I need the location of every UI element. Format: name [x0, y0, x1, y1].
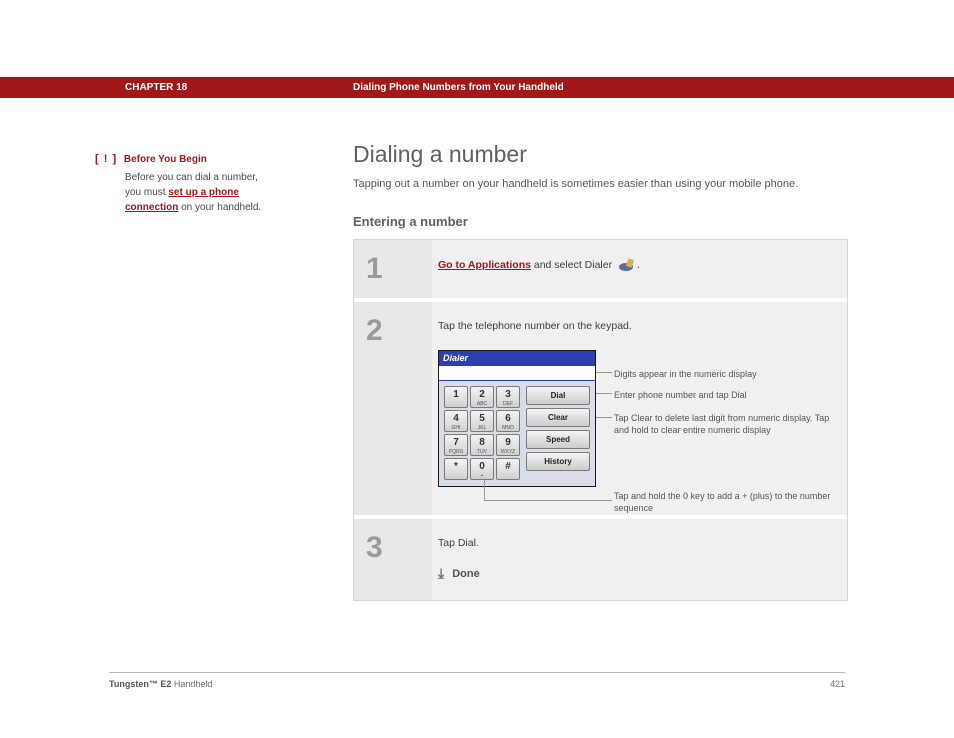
callout-line: [596, 417, 612, 418]
step-row: 3 Tap Dial. ⤓ Done: [354, 519, 847, 600]
page-footer: Tungsten™ E2 Handheld 421: [109, 672, 845, 689]
page-title: Dialing a number: [353, 141, 848, 168]
key-2[interactable]: 2ABC: [470, 386, 494, 408]
step-row: 2 Tap the telephone number on the keypad…: [354, 302, 847, 519]
step-number: 3: [366, 531, 432, 565]
step-body: Tap Dial. ⤓ Done: [432, 519, 847, 600]
dialer-body: 1 2ABC 3DEF 4GHI 5JKL 6MNO 7PQRS 8TUV 9W…: [439, 381, 595, 486]
step-number-cell: 3: [354, 519, 432, 600]
side-buttons: Dial Clear Speed History: [526, 386, 590, 480]
step2-text: Tap the telephone number on the keypad.: [438, 320, 833, 332]
dialer-window: Dialer 1 2ABC 3DEF 4GHI 5JKL 6MNO 7PQRS: [438, 350, 596, 487]
keypad: 1 2ABC 3DEF 4GHI 5JKL 6MNO 7PQRS 8TUV 9W…: [444, 386, 520, 480]
main-content: Dialing a number Tapping out a number on…: [353, 141, 848, 601]
key-1[interactable]: 1: [444, 386, 468, 408]
go-to-applications-link[interactable]: Go to Applications: [438, 259, 531, 271]
section-heading: Entering a number: [353, 214, 848, 229]
dialer-app-icon: [617, 258, 635, 272]
product-name: Tungsten™ E2 Handheld: [109, 679, 212, 689]
history-button[interactable]: History: [526, 452, 590, 471]
done-label: Done: [452, 568, 480, 580]
step-number: 2: [366, 314, 432, 348]
done-arrow-icon: ⤓: [438, 565, 444, 582]
alert-icon: [ ! ]: [95, 151, 117, 168]
speed-button[interactable]: Speed: [526, 430, 590, 449]
key-9[interactable]: 9WXYZ: [496, 434, 520, 456]
clear-button[interactable]: Clear: [526, 408, 590, 427]
product-rest: Handheld: [171, 679, 212, 689]
product-bold: Tungsten™ E2: [109, 679, 171, 689]
dialer-numeric-display: [439, 365, 595, 381]
key-6[interactable]: 6MNO: [496, 410, 520, 432]
sidebar-body: Before you can dial a number, you must s…: [125, 170, 273, 215]
step-number-cell: 2: [354, 302, 432, 515]
step-body: Go to Applications and select Dialer .: [432, 240, 847, 298]
key-5[interactable]: 5JKL: [470, 410, 494, 432]
before-you-begin-heading: Before You Begin: [124, 154, 207, 165]
key-3[interactable]: 3DEF: [496, 386, 520, 408]
step3-text: Tap Dial.: [438, 537, 833, 549]
key-4[interactable]: 4GHI: [444, 410, 468, 432]
header-band: CHAPTER 18 Dialing Phone Numbers from Yo…: [0, 77, 954, 98]
done-row: ⤓ Done: [438, 565, 833, 582]
callout-clear: Tap Clear to delete last digit from nume…: [614, 412, 844, 436]
dial-button[interactable]: Dial: [526, 386, 590, 405]
sidebar-note: [ ! ] Before You Begin Before you can di…: [95, 151, 273, 215]
sidebar-text-post: on your handheld.: [178, 202, 261, 213]
callout-line: [484, 500, 612, 501]
key-7[interactable]: 7PQRS: [444, 434, 468, 456]
dialer-illustration: Dialer 1 2ABC 3DEF 4GHI 5JKL 6MNO 7PQRS: [438, 350, 833, 487]
callout-line: [596, 372, 612, 373]
step-number-cell: 1: [354, 240, 432, 298]
dialer-titlebar: Dialer: [439, 351, 595, 365]
step-body: Tap the telephone number on the keypad. …: [432, 302, 847, 515]
key-8[interactable]: 8TUV: [470, 434, 494, 456]
steps-table: 1 Go to Applications and select Dialer .…: [353, 239, 848, 601]
callout-display: Digits appear in the numeric display: [614, 368, 844, 380]
key-star[interactable]: *: [444, 458, 468, 480]
step-number: 1: [366, 252, 432, 286]
callout-zero: Tap and hold the 0 key to add a + (plus)…: [614, 490, 844, 514]
page-number: 421: [830, 679, 845, 689]
intro-text: Tapping out a number on your handheld is…: [353, 178, 848, 190]
step1-text-end: .: [637, 259, 640, 271]
callout-dial: Enter phone number and tap Dial: [614, 389, 844, 401]
key-0[interactable]: 0+: [470, 458, 494, 480]
callout-line: [596, 393, 612, 394]
chapter-title: Dialing Phone Numbers from Your Handheld: [353, 82, 564, 93]
chapter-label: CHAPTER 18: [125, 82, 187, 93]
step-row: 1 Go to Applications and select Dialer .: [354, 240, 847, 302]
callout-line: [484, 478, 485, 500]
step1-text-after: and select Dialer: [531, 259, 615, 271]
key-hash[interactable]: #: [496, 458, 520, 480]
